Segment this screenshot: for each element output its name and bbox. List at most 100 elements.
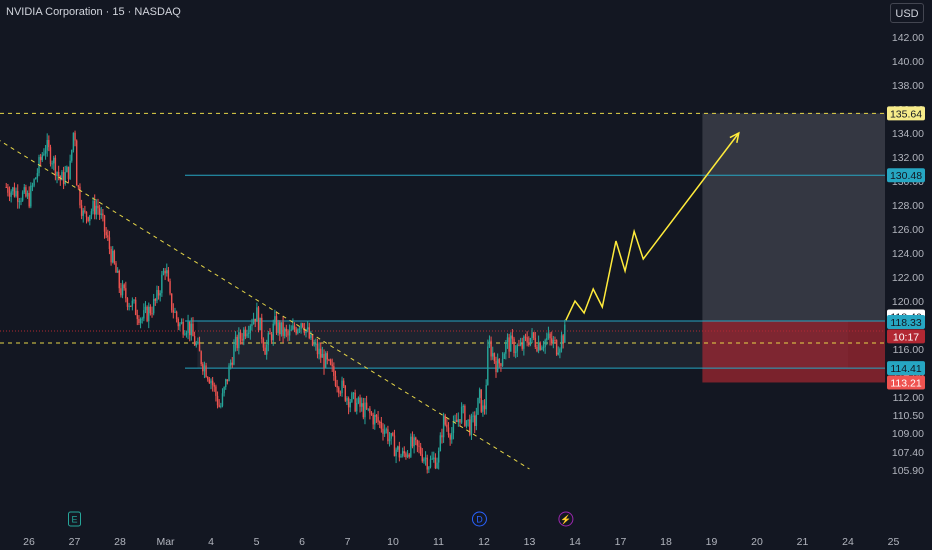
candle-body	[33, 179, 35, 186]
candle-body	[401, 451, 404, 456]
x-tick-label: 10	[387, 536, 399, 548]
candle-body	[434, 457, 437, 469]
candle-body	[379, 421, 381, 423]
candle-body	[359, 397, 361, 407]
candle-body	[180, 321, 183, 324]
candle-body	[544, 340, 546, 348]
candle-body	[410, 436, 412, 457]
price-tag-6[interactable]	[887, 375, 925, 390]
candle-body	[282, 322, 284, 336]
candle-body	[310, 334, 312, 339]
candle-body	[352, 392, 355, 394]
candle-body	[89, 215, 91, 222]
price-tag-0[interactable]	[887, 106, 925, 121]
price-tag-label: 10:17	[893, 331, 919, 343]
candle-body	[406, 454, 409, 458]
candle-body	[20, 200, 22, 202]
price-tag-1[interactable]	[887, 168, 925, 183]
currency-button[interactable]: USD	[890, 3, 924, 23]
x-tick-label: 27	[69, 536, 81, 548]
candle-body	[126, 298, 129, 307]
x-tick-label: 5	[254, 536, 260, 548]
price-tag-label: 118.33	[890, 317, 921, 329]
forecast-path[interactable]	[565, 132, 740, 321]
candle-body	[239, 332, 242, 339]
candle-body	[320, 348, 322, 358]
candle-body	[98, 208, 101, 215]
candle-body	[551, 338, 553, 344]
descending-trendline[interactable]	[0, 139, 530, 470]
candle-body	[154, 299, 157, 301]
candle-body	[246, 333, 248, 337]
candle-body	[503, 353, 505, 359]
price-tag-3[interactable]	[887, 315, 925, 330]
earnings-icon[interactable]	[68, 511, 81, 527]
candle-body	[478, 389, 481, 398]
price-axis[interactable]	[885, 0, 932, 550]
candle-body	[92, 200, 94, 212]
candle-body	[75, 140, 78, 186]
dividend-icon[interactable]	[471, 511, 487, 527]
split-icon[interactable]	[558, 511, 574, 527]
x-tick-label: 28	[114, 536, 126, 548]
candle-body	[521, 343, 523, 349]
x-tick-label: 14	[569, 536, 581, 548]
candle-body	[202, 363, 204, 372]
x-tick-label: 6	[299, 536, 305, 548]
candle-body	[130, 305, 132, 307]
candle-body	[487, 346, 489, 386]
candle-body	[388, 438, 391, 442]
candle-body	[175, 311, 178, 319]
candle-body	[451, 432, 453, 440]
candle-body	[457, 419, 460, 423]
candle-body	[116, 270, 119, 273]
candle-body	[169, 281, 171, 294]
candle-body	[369, 408, 371, 414]
candle-body	[464, 405, 466, 426]
candle-body	[431, 458, 433, 460]
x-tick-label: 4	[208, 536, 214, 548]
stop-zone[interactable]	[702, 321, 894, 383]
candle-body	[185, 332, 188, 335]
candle-body	[62, 171, 65, 185]
candle-body	[564, 324, 566, 343]
y-tick-label: 116.00	[893, 344, 924, 356]
event-label: D	[476, 515, 483, 525]
candle-body	[97, 205, 99, 209]
candle-body	[110, 248, 112, 263]
y-tick-label: 122.00	[892, 272, 924, 284]
price-tag-4[interactable]	[887, 329, 925, 344]
candle-body	[90, 211, 93, 216]
candle-body	[184, 334, 186, 336]
candle-body	[57, 172, 60, 177]
candle-body	[174, 311, 176, 313]
candle-body	[454, 420, 456, 422]
candle-body	[413, 437, 415, 447]
price-tag-label: 135.64	[890, 108, 922, 120]
candle-body	[364, 402, 366, 418]
candle-body	[349, 401, 351, 408]
candle-body	[143, 310, 145, 319]
candle-body	[44, 150, 47, 154]
candle-body	[213, 385, 215, 387]
target-zone[interactable]	[702, 113, 894, 322]
candle-body	[30, 185, 32, 207]
candle-body	[477, 397, 479, 415]
candle-body	[382, 428, 384, 434]
y-tick-label: 112.00	[893, 392, 924, 404]
y-tick-label: 126.00	[892, 224, 924, 236]
candle-body	[36, 173, 39, 178]
symbol-title[interactable]: NVIDIA Corporation · 15 · NASDAQ	[6, 6, 181, 18]
candle-body	[208, 379, 211, 384]
candle-body	[182, 321, 184, 335]
candle-body	[118, 270, 120, 289]
candle-body	[100, 213, 102, 215]
candle-body	[306, 327, 309, 330]
candle-body	[336, 385, 338, 388]
time-axis[interactable]	[0, 530, 885, 550]
y-tick-label: 138.00	[892, 80, 924, 92]
candle-body	[146, 306, 148, 322]
price-tag-5[interactable]	[887, 361, 925, 376]
candle-body	[313, 344, 315, 346]
